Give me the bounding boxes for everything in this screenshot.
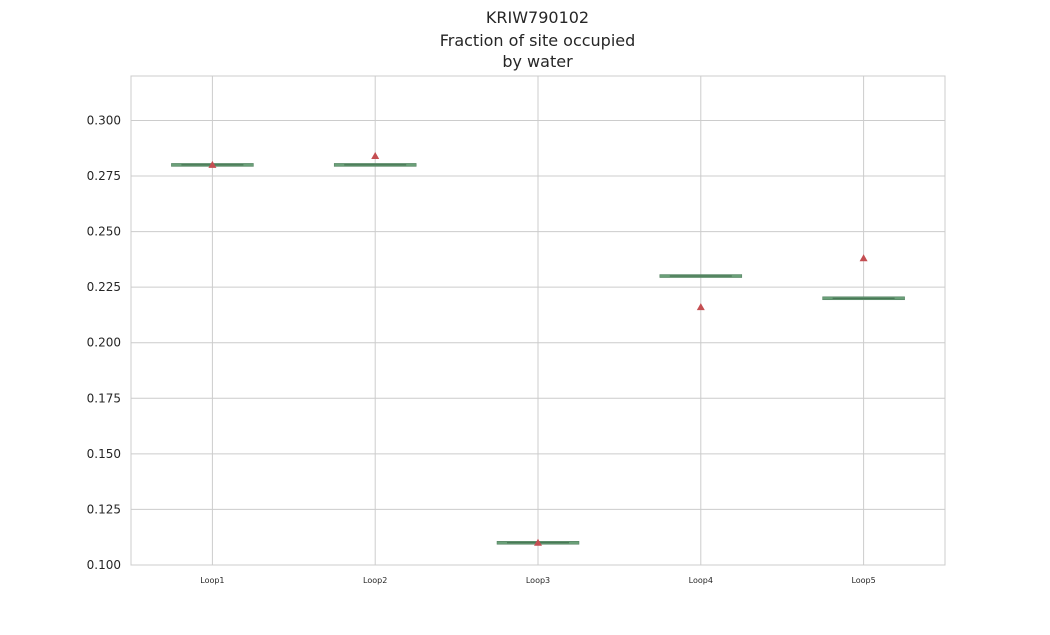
- chart-title-line-1: KRIW790102: [485, 8, 590, 27]
- y-tick-label: 0.200: [87, 336, 121, 350]
- x-tick-label: Loop2: [363, 576, 387, 585]
- y-tick-label: 0.175: [87, 391, 121, 405]
- x-tick-label: Loop4: [689, 576, 713, 585]
- x-tick-label: Loop3: [526, 576, 550, 585]
- mean-marker: [534, 538, 542, 546]
- y-tick-label: 0.225: [87, 280, 121, 294]
- chart-title-line-2: Fraction of site occupied: [439, 31, 636, 50]
- y-tick-label: 0.250: [87, 225, 121, 239]
- mean-marker: [371, 152, 380, 160]
- y-tick-label: 0.275: [87, 169, 121, 183]
- y-tick-label: 0.150: [87, 447, 121, 461]
- plot-frame: [130, 75, 946, 566]
- mean-marker: [208, 160, 217, 168]
- y-tick-label: 0.125: [87, 502, 121, 516]
- mean-marker: [696, 303, 705, 311]
- x-tick-label: Loop1: [200, 576, 224, 585]
- mean-marker: [859, 254, 868, 262]
- chart-title-line-3: by water: [502, 52, 573, 71]
- y-tick-label: 0.300: [87, 113, 121, 127]
- y-tick-label: 0.100: [87, 558, 121, 572]
- x-tick-label: Loop5: [851, 576, 875, 585]
